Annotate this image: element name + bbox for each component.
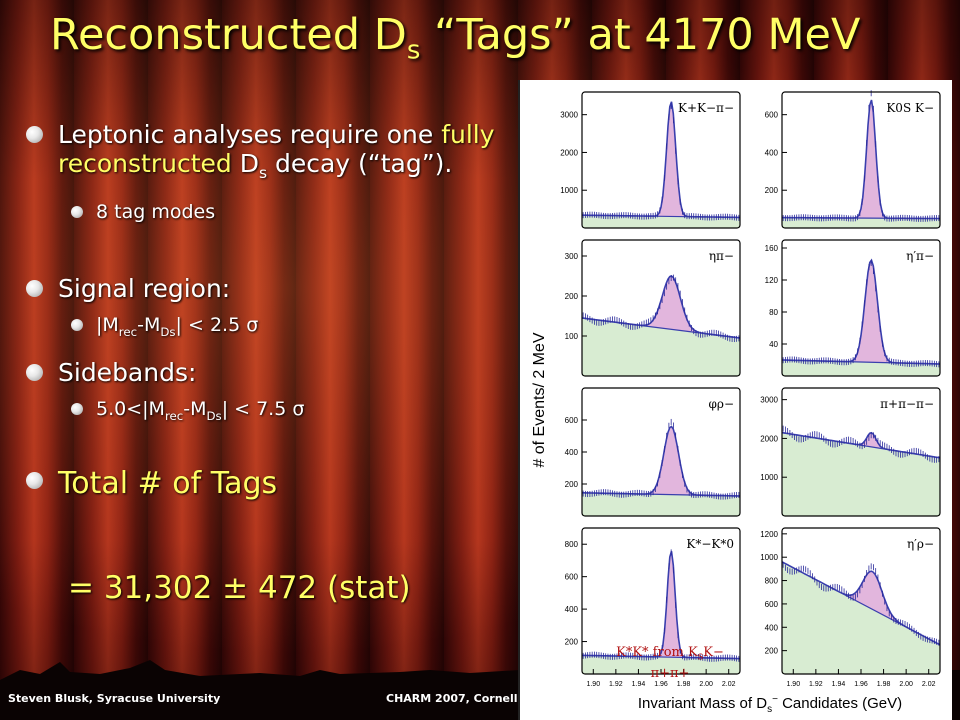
bullet-signal-formula: |Mrec-MDs| < 2.5 σ (20, 313, 510, 344)
bullet-list: Leptonic analyses require one fully reco… (20, 120, 510, 502)
total-tags-result: = 31,302 ± 472 (stat) (68, 570, 411, 606)
signal-area (782, 100, 940, 219)
bullet-sideband-formula: 5.0<|Mrec-MDs| < 7.5 σ (20, 397, 510, 428)
y-tick-label: 800 (765, 577, 779, 586)
y-tick-label: 300 (565, 252, 579, 261)
bullet-signal-region: Signal region: (20, 274, 510, 303)
panel-frame (781, 91, 941, 229)
y-tick-label: 600 (765, 600, 779, 609)
bullet-sidebands: Sidebands: (20, 358, 510, 387)
panel-frame (781, 387, 941, 517)
panel-frame (781, 239, 941, 377)
signal-area (782, 260, 940, 364)
background-area (782, 561, 940, 674)
x-tick-label: 1.96 (654, 681, 668, 688)
y-tick-label: 600 (565, 416, 579, 425)
background-area (582, 492, 740, 516)
kstar-annotation: K*K* from KsK− π+π+ (616, 645, 724, 681)
x-tick-label: 1.90 (786, 681, 800, 688)
y-tick-label: 2000 (560, 148, 578, 157)
x-axis-label: Invariant Mass of Ds− Candidates (GeV) (638, 694, 902, 715)
bullet-total-tags: Total # of Tags (20, 466, 510, 502)
y-tick-label: 200 (565, 292, 579, 301)
x-tick-label: 2.00 (899, 681, 913, 688)
mass-spectra-figure: Invariant Mass of Ds− Candidates (GeV) 1… (518, 80, 952, 720)
y-tick-label: 1000 (760, 473, 778, 482)
y-tick-label: 1000 (560, 186, 578, 195)
x-tick-label: 1.90 (586, 681, 600, 688)
x-tick-label: 2.00 (699, 681, 713, 688)
y-axis-label: # of Events/ 2 MeV (531, 332, 548, 468)
decay-mode-label: η′ρ− (907, 537, 934, 551)
decay-mode-label: ηπ− (709, 249, 734, 263)
slide-title: Reconstructed Ds “Tags” at 4170 MeV (50, 10, 861, 66)
y-tick-label: 3000 (760, 396, 778, 405)
y-tick-label: 120 (765, 276, 779, 285)
y-tick-label: 400 (565, 605, 579, 614)
y-tick-label: 160 (765, 244, 779, 253)
y-tick-label: 2000 (760, 434, 778, 443)
x-tick-label: 1.98 (877, 681, 891, 688)
y-tick-label: 200 (565, 480, 579, 489)
total-fit-curve (782, 99, 941, 220)
signal-area (582, 101, 740, 218)
y-tick-label: 40 (769, 340, 778, 349)
x-tick-label: 1.96 (854, 681, 868, 688)
x-tick-label: 1.94 (832, 681, 846, 688)
y-tick-label: 800 (565, 540, 579, 549)
footer-conference: CHARM 2007, Cornell U (386, 692, 531, 705)
y-tick-label: 1000 (760, 553, 778, 562)
y-tick-label: 80 (769, 308, 778, 317)
decay-mode-label: K0S K− (886, 101, 934, 115)
y-tick-label: 100 (565, 332, 579, 341)
y-tick-label: 200 (765, 186, 779, 195)
background-area (582, 318, 740, 376)
x-tick-label: 1.94 (632, 681, 646, 688)
bullet-tag-modes: 8 tag modes (20, 200, 510, 224)
decay-mode-label: K+K−π− (678, 101, 734, 115)
y-tick-label: 3000 (560, 111, 578, 120)
footer-author: Steven Blusk, Syracuse University (8, 692, 221, 705)
y-tick-label: 600 (565, 573, 579, 582)
y-tick-label: 600 (765, 111, 779, 120)
x-tick-label: 1.98 (677, 681, 691, 688)
y-tick-label: 400 (765, 148, 779, 157)
decay-mode-label: φρ− (708, 397, 734, 411)
panel-frame (581, 91, 741, 229)
signal-area (582, 426, 740, 496)
x-tick-label: 2.02 (722, 681, 736, 688)
signal-area (582, 551, 740, 659)
y-tick-label: 200 (565, 638, 579, 647)
total-fit-curve (582, 101, 740, 219)
x-tick-label: 1.92 (809, 681, 823, 688)
decay-mode-label: K*−K*0 (686, 537, 734, 551)
y-tick-label: 1200 (760, 530, 778, 539)
decay-mode-label: π+π−π− (880, 397, 934, 411)
y-tick-label: 200 (765, 647, 779, 656)
x-tick-label: 2.02 (922, 681, 936, 688)
decay-mode-label: η′π− (906, 249, 934, 263)
signal-area (582, 276, 740, 338)
bullet-leptonic: Leptonic analyses require one fully reco… (20, 120, 510, 188)
y-tick-label: 400 (565, 448, 579, 457)
y-tick-label: 400 (765, 623, 779, 632)
mass-spectra-plots: Invariant Mass of Ds− Candidates (GeV) 1… (531, 90, 941, 715)
panel-frame (581, 239, 741, 377)
x-tick-label: 1.92 (609, 681, 623, 688)
total-fit-curve (581, 550, 740, 660)
